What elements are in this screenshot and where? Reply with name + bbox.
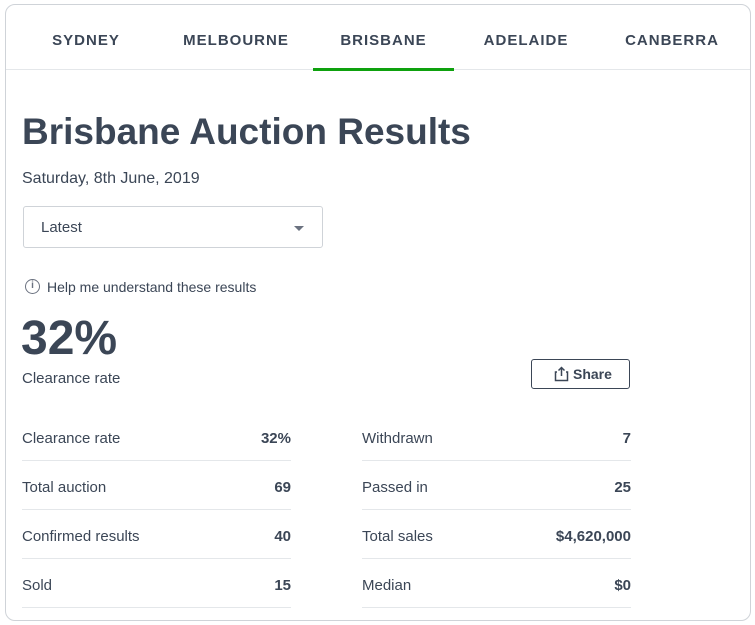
stat-row: Total auction 69 [22, 461, 291, 510]
stat-label: Withdrawn [362, 430, 433, 447]
share-button-label: Share [573, 366, 612, 382]
stats-list-left: Clearance rate 32% Total auction 69 Conf… [22, 412, 291, 608]
share-button[interactable]: Share [531, 359, 630, 389]
stat-value: 40 [274, 528, 291, 545]
stat-label: Total auction [22, 479, 107, 496]
share-icon [554, 366, 569, 387]
tab-canberra[interactable]: CANBERRA [625, 32, 719, 49]
tab-brisbane[interactable]: BRISBANE [313, 5, 454, 71]
stat-row: Clearance rate 32% [22, 412, 291, 461]
stat-label: Confirmed results [22, 528, 140, 545]
stat-row: Confirmed results 40 [22, 510, 291, 559]
help-link-label: Help me understand these results [47, 279, 257, 295]
stat-value: 7 [622, 430, 631, 447]
caret-down-icon [294, 226, 304, 231]
stat-label: Passed in [362, 479, 428, 496]
stat-row: Median $0 [362, 559, 631, 608]
stats-list-right: Withdrawn 7 Passed in 25 Total sales $4,… [362, 412, 631, 608]
clearance-rate-value: 32% [21, 312, 118, 365]
stat-label: Sold [22, 577, 53, 594]
stat-row: Total sales $4,620,000 [362, 510, 631, 559]
stat-value: 15 [274, 577, 291, 594]
stat-row: Passed in 25 [362, 461, 631, 510]
stat-label: Median [362, 577, 412, 594]
stat-row: Withdrawn 7 [362, 412, 631, 461]
stat-value: $4,620,000 [555, 528, 631, 545]
stat-label: Total sales [362, 528, 433, 545]
auction-results-card: SYDNEY MELBOURNE BRISBANE ADELAIDE CANBE… [5, 4, 751, 621]
tab-sydney[interactable]: SYDNEY [52, 32, 120, 49]
tab-adelaide[interactable]: ADELAIDE [483, 32, 569, 49]
info-circle-icon: i [25, 279, 40, 294]
stat-value: 25 [614, 479, 631, 496]
stat-label: Clearance rate [22, 430, 121, 447]
stat-value: 69 [274, 479, 291, 496]
tab-melbourne[interactable]: MELBOURNE [183, 32, 289, 49]
clearance-rate-label: Clearance rate [22, 370, 121, 387]
results-date: Saturday, 8th June, 2019 [22, 170, 200, 187]
city-tabs: SYDNEY MELBOURNE BRISBANE ADELAIDE CANBE… [6, 5, 750, 71]
select-value: Latest [41, 219, 82, 236]
results-period-select[interactable]: Latest [23, 206, 323, 248]
stat-value: 32% [260, 430, 291, 447]
stat-value: $0 [614, 577, 631, 594]
stat-row: Sold 15 [22, 559, 291, 608]
page-title: Brisbane Auction Results [22, 111, 471, 152]
